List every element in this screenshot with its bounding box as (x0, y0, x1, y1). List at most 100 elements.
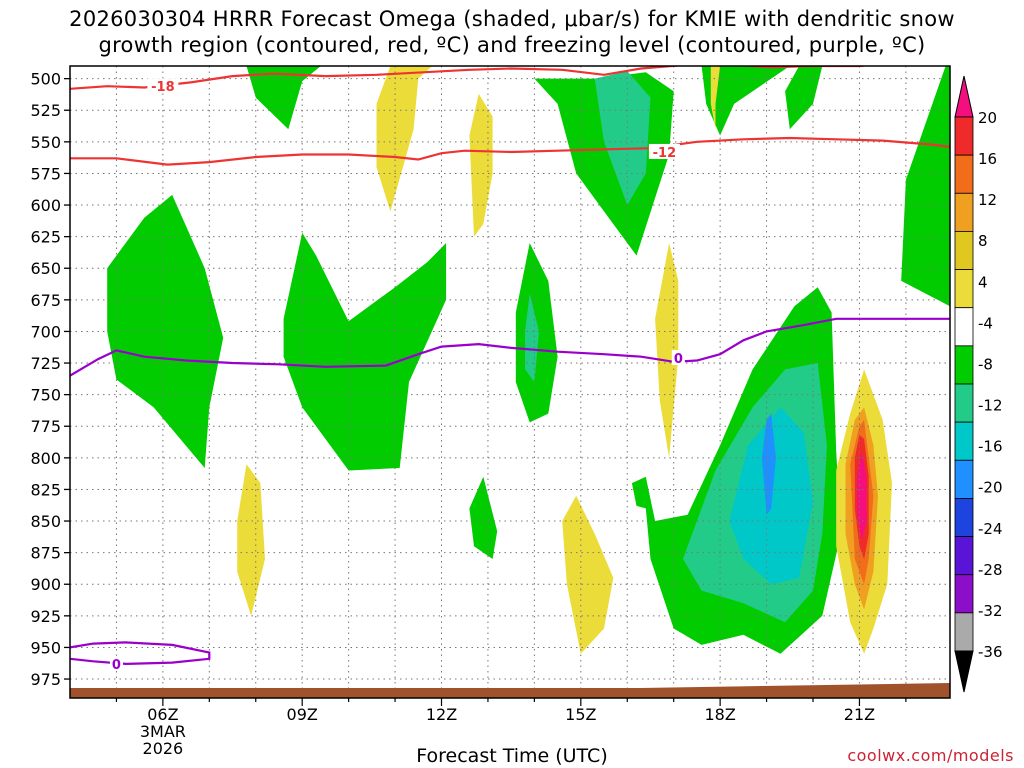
omega-region-18 (655, 243, 679, 458)
y-axis: 500 525 550 575 600 625 650 675 700 725 750 775 800 8… (30, 70, 70, 689)
y-tick-label-775: 775 (30, 417, 61, 436)
colorbar-label-8: -16 (978, 438, 1003, 456)
colorbar-label-1: 16 (978, 150, 997, 168)
y-tick-label-925: 925 (30, 607, 61, 626)
colorbar-band-5 (954, 307, 974, 347)
colorbar-band-2 (954, 192, 974, 232)
colorbar-cap-bottom (954, 650, 974, 693)
contour-lines: -18 -12 0 0 (70, 66, 950, 673)
plot-frame (69, 65, 951, 699)
omega-region-17 (710, 66, 721, 130)
colorbar-label-3: 8 (978, 232, 988, 250)
colorbar-label-9: -20 (978, 479, 1003, 497)
contour-label-dgz-12: -12 (653, 146, 677, 161)
contour-label-bg-dgz-12 (648, 143, 680, 159)
omega-region-9 (469, 476, 498, 559)
omega-region-20 (562, 495, 614, 654)
contour-label-bg-freezing-0 (671, 349, 685, 365)
contour-label-freezing-0: 0 (674, 352, 683, 367)
y-tick-label-525: 525 (30, 101, 61, 120)
omega-region-6 (785, 66, 823, 130)
colorbar-band-12 (954, 574, 974, 614)
x-tick-label-21Z: 21Z (844, 705, 875, 724)
y-tick-label-975: 975 (30, 670, 61, 689)
y-tick-label-625: 625 (30, 228, 61, 247)
colorbar-label-0: 20 (978, 109, 997, 127)
colorbar-band-4 (954, 269, 974, 309)
omega-region-13 (761, 413, 776, 515)
colorbar-band-0 (954, 116, 974, 156)
chart-title-line2: growth region (contoured, red, ºC) and f… (98, 33, 926, 57)
y-tick-label-900: 900 (30, 575, 61, 594)
colorbar-label-10: -24 (978, 520, 1003, 538)
colorbar-band-8 (954, 421, 974, 461)
colorbar-label-12: -32 (978, 602, 1003, 620)
ground-surface (70, 683, 950, 698)
y-tick-label-825: 825 (30, 480, 61, 499)
chart-title: 2026030304 HRRR Forecast Omega (shaded, … (0, 6, 1024, 58)
y-tick-label-850: 850 (30, 512, 61, 531)
x-date-label: 3MAR (140, 722, 186, 741)
omega-region-8 (525, 293, 539, 382)
colorbar-label-6: -8 (978, 355, 993, 373)
omega-shading (107, 66, 950, 654)
y-tick-label-600: 600 (30, 196, 61, 215)
x-year-label: 2026 (143, 739, 184, 758)
colorbar-band-10 (954, 498, 974, 537)
colorbar-band-6 (954, 345, 974, 385)
x-tick-label-12Z: 12Z (426, 705, 457, 724)
x-tick-label-15Z: 15Z (565, 705, 596, 724)
colorbar-band-13 (954, 612, 974, 652)
x-tick-label-06Z: 06Z (147, 705, 178, 724)
colorbar-label-7: -12 (978, 397, 1003, 415)
colorbar-label-11: -28 (978, 561, 1003, 579)
contour-freezing-0 (70, 317, 950, 377)
omega-region-5 (701, 66, 790, 136)
y-tick-label-700: 700 (30, 322, 61, 341)
colorbar: 20 16 12 8 4 -4 -8 -12 -16 -20 -24 -28 -32 -36 (954, 75, 1003, 693)
y-tick-label-950: 950 (30, 638, 61, 657)
colorbar-cap-top (954, 75, 974, 118)
colorbar-band-9 (954, 459, 974, 499)
colorbar-band-11 (954, 536, 974, 576)
omega-region-2 (283, 232, 447, 471)
contour-dgz-18 (70, 66, 871, 90)
ground-layer (70, 683, 950, 698)
y-tick-label-550: 550 (30, 133, 61, 152)
x-axis-label: Forecast Time (UTC) (416, 745, 608, 767)
grid-lines (70, 66, 950, 698)
colorbar-label-13: -36 (978, 643, 1003, 661)
x-tick-label-18Z: 18Z (704, 705, 735, 724)
contour-label-bg-dgz-18 (147, 78, 179, 94)
contour-dgz-12 (70, 136, 950, 166)
contour-label-dgz-18: -18 (151, 80, 175, 95)
colorbar-band-1 (954, 154, 974, 194)
omega-region-14 (901, 66, 950, 307)
colorbar-band-3 (954, 231, 974, 270)
colorbar-label-5: -4 (978, 314, 993, 332)
y-tick-label-500: 500 (30, 70, 61, 89)
contour-freezing-0-lower (70, 641, 211, 666)
colorbar-band-7 (954, 383, 974, 423)
y-tick-label-575: 575 (30, 164, 61, 183)
credit-text: coolwx.com/models (847, 746, 1014, 765)
colorbar-label-2: 12 (978, 191, 997, 209)
y-tick-label-650: 650 (30, 259, 61, 278)
x-tick-label-09Z: 09Z (287, 705, 318, 724)
omega-region-16 (469, 93, 493, 237)
y-tick-label-675: 675 (30, 291, 61, 310)
contour-label-freezing-0-lower: 0 (112, 658, 121, 673)
omega-region-1 (246, 66, 321, 130)
contour-label-bg-freezing-0-lower (109, 655, 123, 671)
chart-title-line1: 2026030304 HRRR Forecast Omega (shaded, … (69, 7, 955, 31)
omega-region-0 (107, 194, 224, 468)
omega-region-4 (594, 71, 651, 205)
y-tick-label-875: 875 (30, 544, 61, 563)
y-tick-label-750: 750 (30, 386, 61, 405)
omega-region-15 (376, 66, 433, 212)
colorbar-label-4: 4 (978, 273, 988, 291)
omega-region-19 (237, 464, 265, 616)
y-tick-label-725: 725 (30, 354, 61, 373)
